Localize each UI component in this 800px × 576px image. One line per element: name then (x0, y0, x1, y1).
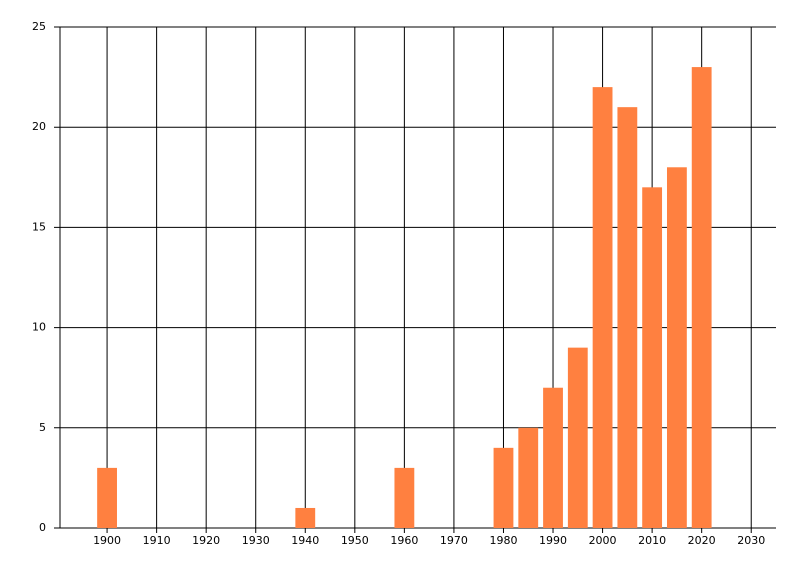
y-tick-label: 20 (32, 120, 46, 133)
y-tick-label: 5 (39, 421, 46, 434)
x-tick-label: 1930 (242, 534, 270, 547)
bar (666, 167, 687, 528)
bar (592, 87, 613, 529)
bar (642, 187, 663, 528)
x-tick-label: 1970 (440, 534, 468, 547)
x-tick-label: 2030 (737, 534, 765, 547)
bar (394, 467, 415, 528)
bar (543, 387, 563, 528)
x-tick-label: 2020 (688, 534, 716, 547)
y-tick-label: 10 (32, 321, 46, 334)
x-tick-label: 2000 (589, 534, 617, 547)
x-tick-label: 1910 (143, 534, 171, 547)
y-tick-label: 15 (32, 220, 46, 233)
y-tick-label: 0 (39, 521, 46, 534)
x-tick-label: 2010 (638, 534, 666, 547)
y-tick-label: 25 (32, 20, 46, 33)
x-tick-label: 1940 (291, 534, 319, 547)
x-tick-label: 1960 (390, 534, 418, 547)
bar (518, 427, 539, 528)
bar (617, 107, 638, 528)
x-tick-label: 1980 (489, 534, 517, 547)
bar (567, 347, 588, 528)
bar (295, 507, 316, 528)
bar (97, 467, 117, 528)
bar (493, 447, 514, 528)
x-tick-label: 1990 (539, 534, 567, 547)
bar (691, 67, 712, 528)
x-tick-label: 1920 (192, 534, 220, 547)
x-tick-label: 1950 (341, 534, 369, 547)
x-tick-label: 1900 (93, 534, 121, 547)
